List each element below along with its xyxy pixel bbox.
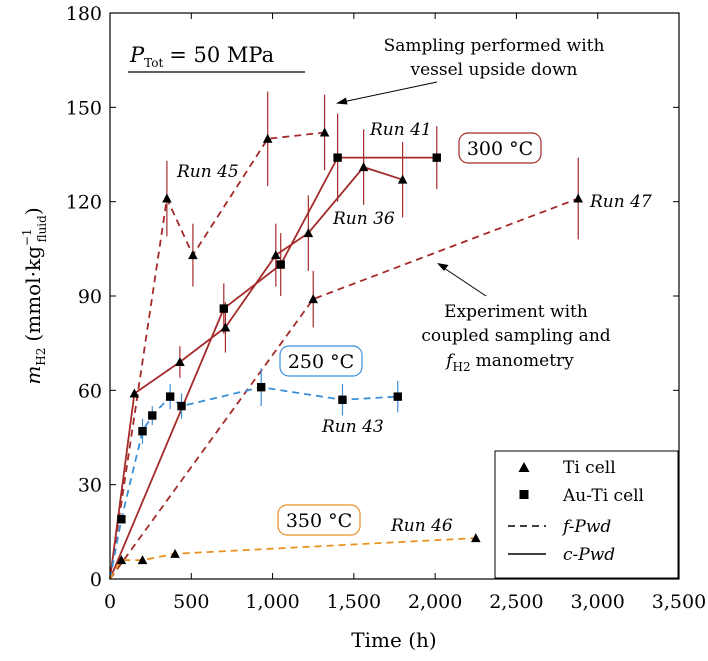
- annotation-upside-down: Sampling performed with vessel upside do…: [336, 36, 604, 105]
- temperature-text-350: 350 °C: [286, 510, 352, 532]
- annotation-experiment-arrowhead: [437, 263, 449, 271]
- data-point-run-36: [303, 228, 314, 238]
- x-tick-label: 2,000: [408, 591, 462, 613]
- data-point-run-47: [308, 294, 319, 304]
- y-tick-label: 0: [90, 569, 102, 591]
- data-point-run-41: [219, 304, 228, 313]
- data-point-run-43: [393, 392, 402, 401]
- annotation-upside-down-arrow: [337, 81, 438, 104]
- y-tick-label: 30: [78, 475, 102, 497]
- x-tick-label: 1,000: [245, 591, 299, 613]
- x-tick-label: 3,000: [571, 591, 625, 613]
- data-point-run-45: [262, 133, 273, 143]
- pressure-label: PTot = 50 MPa: [128, 43, 305, 73]
- temperature-text-250: 250 °C: [288, 351, 354, 373]
- annotation-experiment-line-3: fH2 manometry: [444, 351, 574, 374]
- run-label-run-43: Run 43: [321, 417, 384, 437]
- y-tick-label: 90: [78, 286, 102, 308]
- x-axis-title: Time (h): [351, 628, 436, 652]
- data-point-run-43: [138, 427, 147, 436]
- x-tick-label: 2,500: [489, 591, 543, 613]
- data-point-run-47: [573, 193, 584, 203]
- y-tick-label: 60: [78, 380, 102, 402]
- legend-label-ti-cell: Ti cell: [563, 458, 616, 478]
- y-tick-label: 120: [66, 192, 102, 214]
- data-point-run-43: [117, 515, 126, 524]
- data-point-run-46: [137, 555, 148, 565]
- data-point-run-46: [470, 533, 481, 543]
- data-point-run-45: [188, 250, 198, 260]
- data-point-run-41: [333, 153, 342, 162]
- marker-layer: [116, 127, 584, 565]
- data-point-run-36: [397, 174, 408, 184]
- temperature-label-300: 300 °C: [458, 132, 542, 164]
- data-point-run-36: [220, 322, 231, 332]
- legend: Ti cell Au-Ti cell f-Pwd c-Pwd: [494, 450, 679, 579]
- annotation-experiment: Experiment with coupled sampling and fH2…: [421, 263, 611, 374]
- temperature-label-350: 350 °C: [277, 504, 361, 536]
- temperature-box-250: [279, 345, 363, 377]
- temperature-text-300: 300 °C: [467, 138, 533, 160]
- label-layer: 0 500 1,000 1,500 2,000 2,500 3,000 3,500 0 30 60 9…: [66, 3, 706, 613]
- legend-label-c-pwd: c-Pwd: [563, 545, 615, 565]
- series-line-run-36: [109, 166, 403, 580]
- run-label-run-36: Run 36: [332, 209, 395, 229]
- svg-text:PTot= 50 MPa: PTot = 50 MPa: [129, 43, 274, 70]
- plot-frame: [109, 12, 680, 580]
- data-point-run-43: [165, 392, 175, 401]
- run-label-run-41: Run 41: [369, 120, 432, 140]
- x-tick-label: 3,500: [652, 591, 706, 613]
- y-tick-label: 180: [66, 3, 102, 25]
- data-point-run-36: [271, 250, 281, 260]
- data-point-run-36: [129, 388, 140, 398]
- run-label-run-47: Run 47: [589, 192, 652, 212]
- y-tick-label: 150: [66, 97, 102, 119]
- data-point-run-41: [276, 260, 285, 269]
- annotation-experiment-line-2: coupled sampling and: [421, 326, 610, 346]
- data-point-run-43: [338, 395, 347, 404]
- x-tick-label: 1,500: [327, 591, 381, 613]
- data-point-run-43: [256, 382, 266, 392]
- y-axis-title: mH2(mmol·kg−1fluid): [20, 207, 49, 384]
- temperature-box-300: [458, 132, 542, 164]
- run-label-run-45: Run 45: [176, 162, 239, 182]
- data-point-run-36: [358, 162, 369, 172]
- annotation-upside-down-arrowhead: [336, 97, 348, 105]
- annotation-experiment-arrow: [440, 265, 487, 297]
- annotation-upside-down-line-2: vessel upside down: [410, 60, 578, 80]
- annotation-upside-down-line-1: Sampling performed with: [384, 36, 605, 56]
- legend-box: [494, 450, 679, 579]
- pressure-subscript: Tot: [144, 56, 163, 70]
- pressure-symbol: P: [129, 43, 145, 67]
- data-point-run-36: [175, 357, 185, 367]
- data-point-run-43: [177, 401, 186, 411]
- legend-marker-square: [519, 490, 529, 499]
- data-point-run-43: [148, 411, 157, 420]
- temperature-box-350: [277, 504, 361, 536]
- annotation-experiment-line-1: Experiment with: [444, 302, 588, 322]
- legend-marker-triangle: [518, 462, 530, 472]
- data-point-run-46: [170, 548, 180, 558]
- x-tick-label: 0: [104, 591, 116, 613]
- legend-label-f-pwd: f-Pwd: [561, 517, 611, 537]
- series-line-run-47: [109, 197, 579, 580]
- data-point-run-45: [319, 127, 330, 137]
- data-point-run-45: [162, 193, 172, 203]
- temperature-label-250: 250 °C: [279, 345, 363, 377]
- legend-label-au-ti-cell: Au-Ti cell: [562, 486, 644, 506]
- x-tick-label: 500: [173, 591, 209, 613]
- run-label-run-46: Run 46: [390, 516, 453, 536]
- pressure-value: = 50 MPa: [169, 43, 274, 67]
- series-line-run-46: [109, 537, 476, 580]
- data-point-run-41: [432, 153, 441, 162]
- data-point-run-46: [116, 555, 127, 565]
